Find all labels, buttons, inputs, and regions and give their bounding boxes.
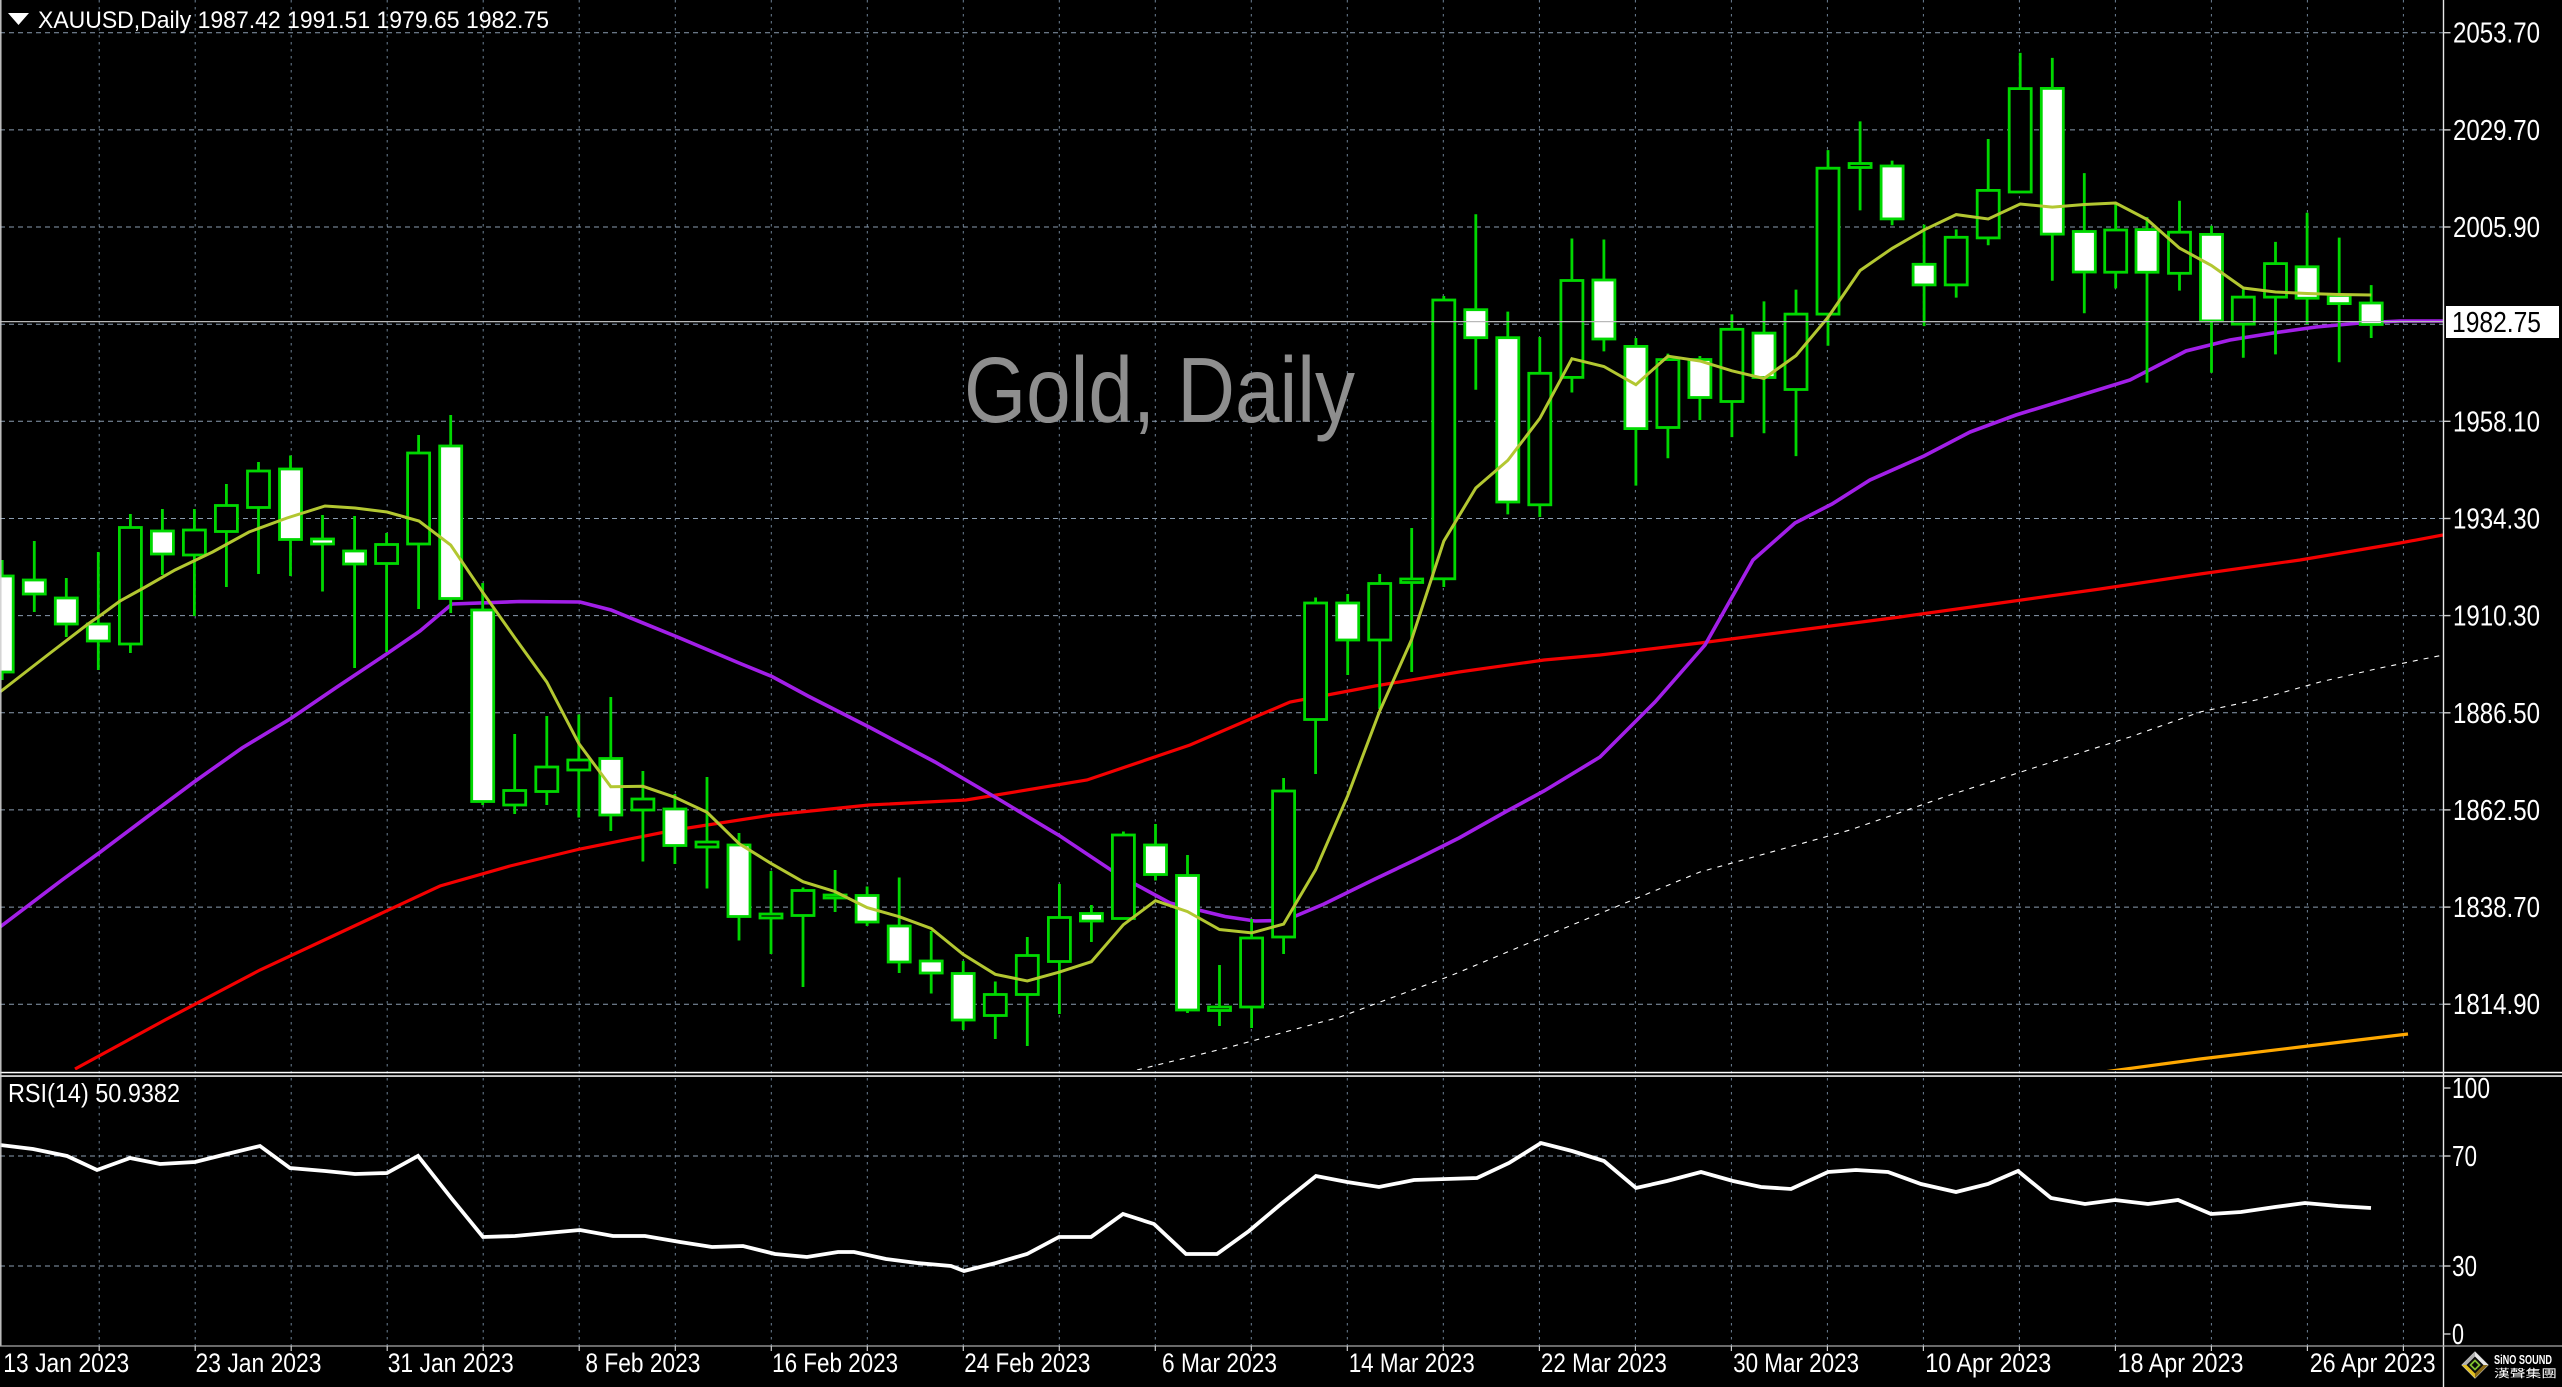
svg-text:18 Apr 2023: 18 Apr 2023 [2118, 1348, 2244, 1378]
svg-text:24 Feb 2023: 24 Feb 2023 [964, 1348, 1090, 1378]
svg-text:Gold, Daily: Gold, Daily [964, 338, 1355, 442]
svg-text:30 Mar 2023: 30 Mar 2023 [1733, 1348, 1859, 1378]
svg-text:10 Apr 2023: 10 Apr 2023 [1925, 1348, 2051, 1378]
svg-text:26 Apr 2023: 26 Apr 2023 [2310, 1348, 2436, 1378]
svg-text:SiNO SOUND: SiNO SOUND [2494, 1353, 2552, 1367]
svg-text:22 Mar 2023: 22 Mar 2023 [1541, 1348, 1667, 1378]
svg-text:1982.75: 1982.75 [2452, 307, 2541, 339]
svg-text:6 Mar 2023: 6 Mar 2023 [1162, 1348, 1277, 1378]
svg-text:8 Feb 2023: 8 Feb 2023 [585, 1348, 700, 1378]
svg-text:漢聲集團: 漢聲集團 [2494, 1366, 2557, 1380]
svg-text:13 Jan 2023: 13 Jan 2023 [3, 1348, 129, 1378]
svg-text:1862.50: 1862.50 [2453, 795, 2540, 827]
svg-text:23 Jan 2023: 23 Jan 2023 [196, 1348, 322, 1378]
svg-text:14 Mar 2023: 14 Mar 2023 [1349, 1348, 1475, 1378]
svg-text:0: 0 [2452, 1319, 2464, 1351]
svg-text:16 Feb 2023: 16 Feb 2023 [772, 1348, 898, 1378]
svg-text:100: 100 [2452, 1073, 2490, 1105]
svg-text:1910.30: 1910.30 [2453, 601, 2540, 633]
svg-text:2029.70: 2029.70 [2453, 115, 2540, 147]
svg-text:1814.90: 1814.90 [2453, 989, 2540, 1021]
svg-text:2005.90: 2005.90 [2453, 212, 2540, 244]
svg-text:31 Jan 2023: 31 Jan 2023 [388, 1348, 514, 1378]
svg-text:1958.10: 1958.10 [2453, 406, 2540, 438]
svg-text:70: 70 [2452, 1141, 2477, 1173]
svg-text:30: 30 [2452, 1251, 2477, 1283]
svg-text:1886.50: 1886.50 [2453, 698, 2540, 730]
svg-text:1838.70: 1838.70 [2453, 892, 2540, 924]
svg-text:RSI(14) 50.9382: RSI(14) 50.9382 [8, 1078, 180, 1108]
svg-text:1934.30: 1934.30 [2453, 504, 2540, 536]
svg-text:2053.70: 2053.70 [2453, 18, 2540, 50]
svg-text:XAUUSD,Daily 1987.42 1991.51: XAUUSD,Daily 1987.42 1991.51 1979.65 198… [38, 7, 549, 34]
